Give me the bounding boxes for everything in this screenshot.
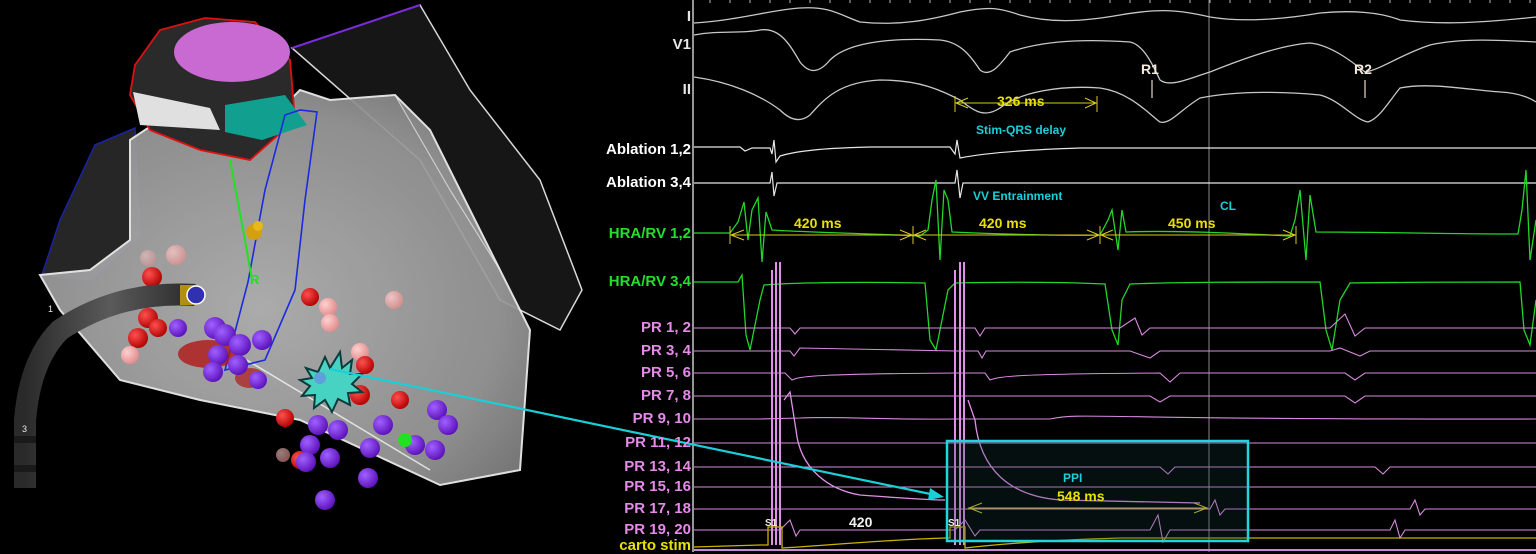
- vv-entrainment-label: VV Entrainment: [973, 189, 1063, 203]
- channel-label-v1: V1: [672, 36, 691, 53]
- channel-label-pr-5-6: PR 5, 6: [640, 364, 691, 381]
- marker-s1-first: S1: [765, 518, 778, 529]
- heart-map-render: R: [14, 4, 583, 510]
- catheter-electrode-label-3: 3: [22, 424, 27, 434]
- channel-label-pr-19-20: PR 19, 20: [624, 521, 691, 538]
- stim-qrs-value: 326 ms: [997, 93, 1045, 109]
- entrainment-site-star-icon: [297, 349, 365, 415]
- ppi-highlight-box: [945, 439, 1250, 543]
- channel-label-pr-11-12: PR 11, 12: [625, 434, 691, 451]
- stim-qrs-label: Stim-QRS delay: [976, 123, 1067, 137]
- channel-label-ablation-1-2: Ablation 1,2: [605, 141, 691, 158]
- tag-label: R: [250, 272, 260, 287]
- channel-label-pr-17-18: PR 17, 18: [624, 500, 691, 517]
- marker-s1-second: S1: [948, 518, 961, 529]
- arrow-head-icon: [928, 488, 944, 500]
- channel-label-pr-15-16: PR 15, 16: [624, 478, 691, 495]
- marker-r2: R2: [1354, 61, 1372, 77]
- channel-label-ablation-3-4: Ablation 3,4: [605, 174, 691, 191]
- channel-label-pr-13-14: PR 13, 14: [624, 458, 691, 475]
- channel-label-pr-7-8: PR 7, 8: [640, 387, 691, 404]
- channel-label-hra-rv-1-2: HRA/RV 1,2: [608, 225, 691, 242]
- channel-label-pr-9-10: PR 9, 10: [632, 410, 691, 427]
- stim-interval-label: 420: [849, 514, 873, 530]
- channel-label-carto-stim: carto stim: [619, 537, 691, 554]
- interval-420-second: 420 ms: [979, 215, 1027, 231]
- marker-r1: R1: [1141, 61, 1159, 77]
- cycle-length-label: CL: [1220, 199, 1236, 213]
- interval-450: 450 ms: [1168, 215, 1216, 231]
- catheter-electrode-label-1: 1: [48, 304, 53, 314]
- ppi-value: 548 ms: [1057, 488, 1105, 504]
- channel-label-pr-3-4: PR 3, 4: [640, 342, 691, 359]
- channel-label-hra-rv-3-4: HRA/RV 3,4: [608, 273, 691, 290]
- channel-label-pr-1-2: PR 1, 2: [640, 319, 691, 336]
- channel-label-i: I: [686, 8, 691, 25]
- interval-420-first: 420 ms: [794, 215, 842, 231]
- pacing-site-tags: [169, 317, 458, 510]
- channel-label-ii: II: [682, 81, 691, 98]
- electroanatomic-map[interactable]: R: [0, 0, 600, 552]
- ppi-label: PPI: [1063, 471, 1083, 485]
